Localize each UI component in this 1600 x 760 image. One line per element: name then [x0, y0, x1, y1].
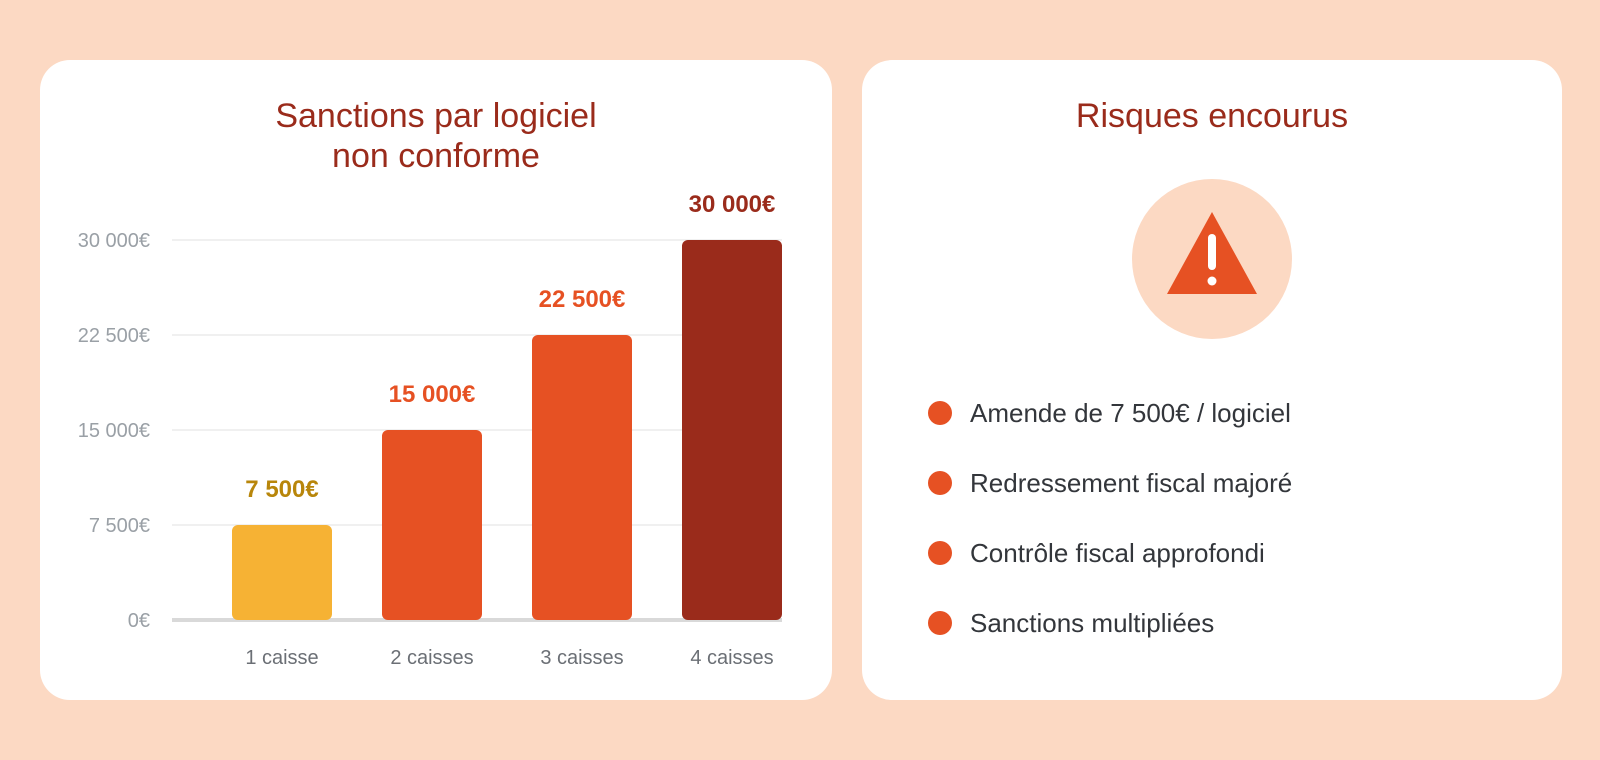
- bullet-dot-icon: [928, 611, 952, 635]
- y-tick-label: 30 000€: [78, 230, 150, 252]
- bar: [232, 525, 332, 620]
- chart-title: Sanctions par logiciel non conforme: [40, 96, 832, 176]
- y-tick-label: 15 000€: [78, 420, 150, 442]
- bullet-dot-icon: [928, 541, 952, 565]
- risk-item-label: Contrôle fiscal approfondi: [970, 537, 1265, 568]
- chart-title-line-1: Sanctions par logiciel: [275, 97, 597, 135]
- risk-list: Amende de 7 500€ / logiciel Redressement…: [928, 378, 1292, 658]
- bar: [532, 335, 632, 620]
- bar: [382, 430, 482, 620]
- bar: [682, 240, 782, 620]
- risk-item: Amende de 7 500€ / logiciel: [928, 378, 1292, 448]
- x-tick-label: 3 caisses: [540, 647, 623, 669]
- risk-item-label: Sanctions multipliées: [970, 607, 1215, 638]
- bullet-dot-icon: [928, 471, 952, 495]
- risk-card: Risques encourus Amende de 7 500€ / logi…: [862, 60, 1562, 700]
- chart-title-line-2: non conforme: [332, 137, 540, 175]
- risk-item: Sanctions multipliées: [928, 588, 1292, 658]
- x-tick-label: 4 caisses: [690, 647, 773, 669]
- bar-value-label: 15 000€: [389, 381, 476, 408]
- risk-title: Risques encourus: [1075, 97, 1349, 135]
- y-tick-label: 22 500€: [78, 325, 150, 347]
- y-tick-label: 7 500€: [89, 515, 150, 537]
- warning-triangle-icon: [1167, 212, 1257, 294]
- risk-item-label: Amende de 7 500€ / logiciel: [970, 397, 1291, 428]
- bar-value-label: 7 500€: [245, 476, 318, 503]
- risk-item: Redressement fiscal majoré: [928, 448, 1292, 518]
- x-tick-label: 2 caisses: [390, 647, 473, 669]
- chart-card: Sanctions par logiciel non conforme 0€ 7 …: [40, 60, 832, 700]
- risk-item: Contrôle fiscal approfondi: [928, 518, 1292, 588]
- bullet-dot-icon: [928, 401, 952, 425]
- bar-value-label: 22 500€: [539, 286, 626, 313]
- y-tick-label: 0€: [128, 610, 150, 632]
- risk-item-label: Redressement fiscal majoré: [970, 467, 1293, 498]
- bar-value-label: 30 000€: [689, 191, 776, 218]
- warning-badge: [1132, 179, 1292, 339]
- x-tick-label: 1 caisse: [245, 647, 318, 669]
- bar-chart: 0€ 7 500€ 15 000€ 22 500€ 30 000€ 7 500€ 1 cai…: [78, 191, 782, 669]
